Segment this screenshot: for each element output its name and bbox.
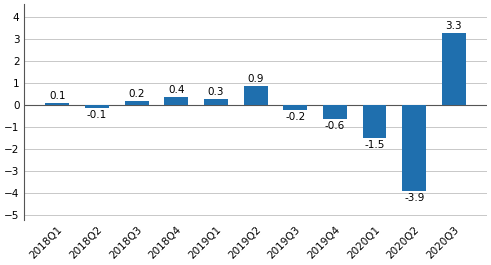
Bar bbox=[164, 96, 188, 105]
Bar bbox=[402, 105, 426, 191]
Text: 0.4: 0.4 bbox=[168, 85, 185, 95]
Bar bbox=[125, 101, 149, 105]
Text: 0.2: 0.2 bbox=[128, 89, 145, 99]
Bar bbox=[204, 99, 228, 105]
Text: -0.6: -0.6 bbox=[325, 121, 345, 131]
Text: -0.2: -0.2 bbox=[285, 112, 305, 122]
Text: 0.1: 0.1 bbox=[49, 91, 66, 101]
Text: 3.3: 3.3 bbox=[446, 21, 462, 31]
Text: -3.9: -3.9 bbox=[404, 193, 424, 203]
Text: -1.5: -1.5 bbox=[364, 140, 385, 150]
Text: 0.3: 0.3 bbox=[208, 87, 224, 97]
Text: -0.1: -0.1 bbox=[87, 109, 107, 120]
Bar bbox=[85, 105, 109, 108]
Bar bbox=[46, 103, 69, 105]
Bar bbox=[283, 105, 307, 110]
Bar bbox=[442, 33, 466, 105]
Bar bbox=[323, 105, 347, 118]
Text: 0.9: 0.9 bbox=[247, 74, 264, 83]
Bar bbox=[363, 105, 386, 138]
Bar bbox=[244, 86, 268, 105]
